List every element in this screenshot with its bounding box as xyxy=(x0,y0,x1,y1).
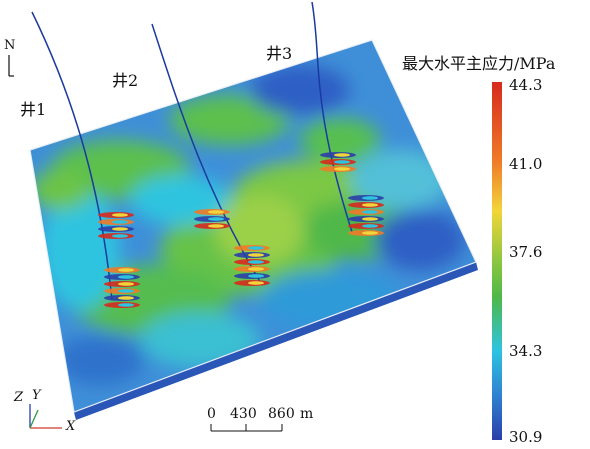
fracture-disc xyxy=(348,216,384,222)
fracture-disc xyxy=(194,216,230,222)
axis-y-label: Y xyxy=(32,388,41,403)
fracture-disc xyxy=(348,195,384,201)
well-label-1: 井1 xyxy=(20,100,47,119)
colorbar-tick-3: 37.6 xyxy=(509,243,543,261)
fracture-disc xyxy=(98,226,134,232)
fracture-disc xyxy=(320,166,356,172)
fracture-disc xyxy=(104,302,140,308)
colorbar-tick-min: 30.9 xyxy=(509,428,543,446)
fracture-disc xyxy=(234,252,270,258)
fracture-disc xyxy=(320,159,356,165)
fracture-disc xyxy=(104,288,140,294)
scale-tick-1: 430 xyxy=(230,406,257,422)
fracture-disc xyxy=(234,245,270,251)
fracture-disc xyxy=(348,202,384,208)
fracture-disc xyxy=(234,280,270,286)
wells-layer xyxy=(31,1,384,308)
fracture-disc xyxy=(348,223,384,229)
fracture-disc xyxy=(98,212,134,218)
colorbar-title: 最大水平主应力/MPa xyxy=(402,54,556,73)
colorbar-gradient xyxy=(492,82,502,440)
fracture-disc xyxy=(234,273,270,279)
well-label-3: 井3 xyxy=(266,44,293,63)
scale-tick-0: 0 xyxy=(207,406,216,422)
slab-outline xyxy=(29,39,477,413)
well-trajectory-1 xyxy=(31,11,113,301)
axis-z-label: Z xyxy=(14,390,24,405)
fracture-disc xyxy=(98,219,134,225)
colorbar-tick-max: 44.3 xyxy=(509,76,543,94)
fracture-disc xyxy=(104,267,140,273)
fracture-disc xyxy=(234,266,270,272)
fracture-disc xyxy=(348,209,384,215)
fracture-disc xyxy=(234,259,270,265)
axes-triad-icon xyxy=(29,404,62,429)
fracture-disc xyxy=(98,233,134,239)
colorbar-tick-2: 41.0 xyxy=(509,155,543,173)
north-arrow-icon xyxy=(8,55,14,77)
colorbar-tick-4: 34.3 xyxy=(509,342,543,360)
well-trajectory-3 xyxy=(311,1,353,233)
fracture-disc xyxy=(104,295,140,301)
fracture-disc xyxy=(194,223,230,229)
fracture-disc xyxy=(104,274,140,280)
north-label: N xyxy=(4,38,16,53)
fracture-disc xyxy=(104,281,140,287)
scale-bar xyxy=(210,424,283,432)
fracture-disc xyxy=(194,209,230,215)
scale-unit: m xyxy=(300,406,314,422)
slab-side xyxy=(74,262,478,420)
axis-x-label: X xyxy=(66,419,76,434)
fracture-disc xyxy=(348,230,384,236)
scale-tick-2: 860 xyxy=(268,406,295,422)
fracture-disc xyxy=(320,152,356,158)
well-label-2: 井2 xyxy=(112,71,139,90)
